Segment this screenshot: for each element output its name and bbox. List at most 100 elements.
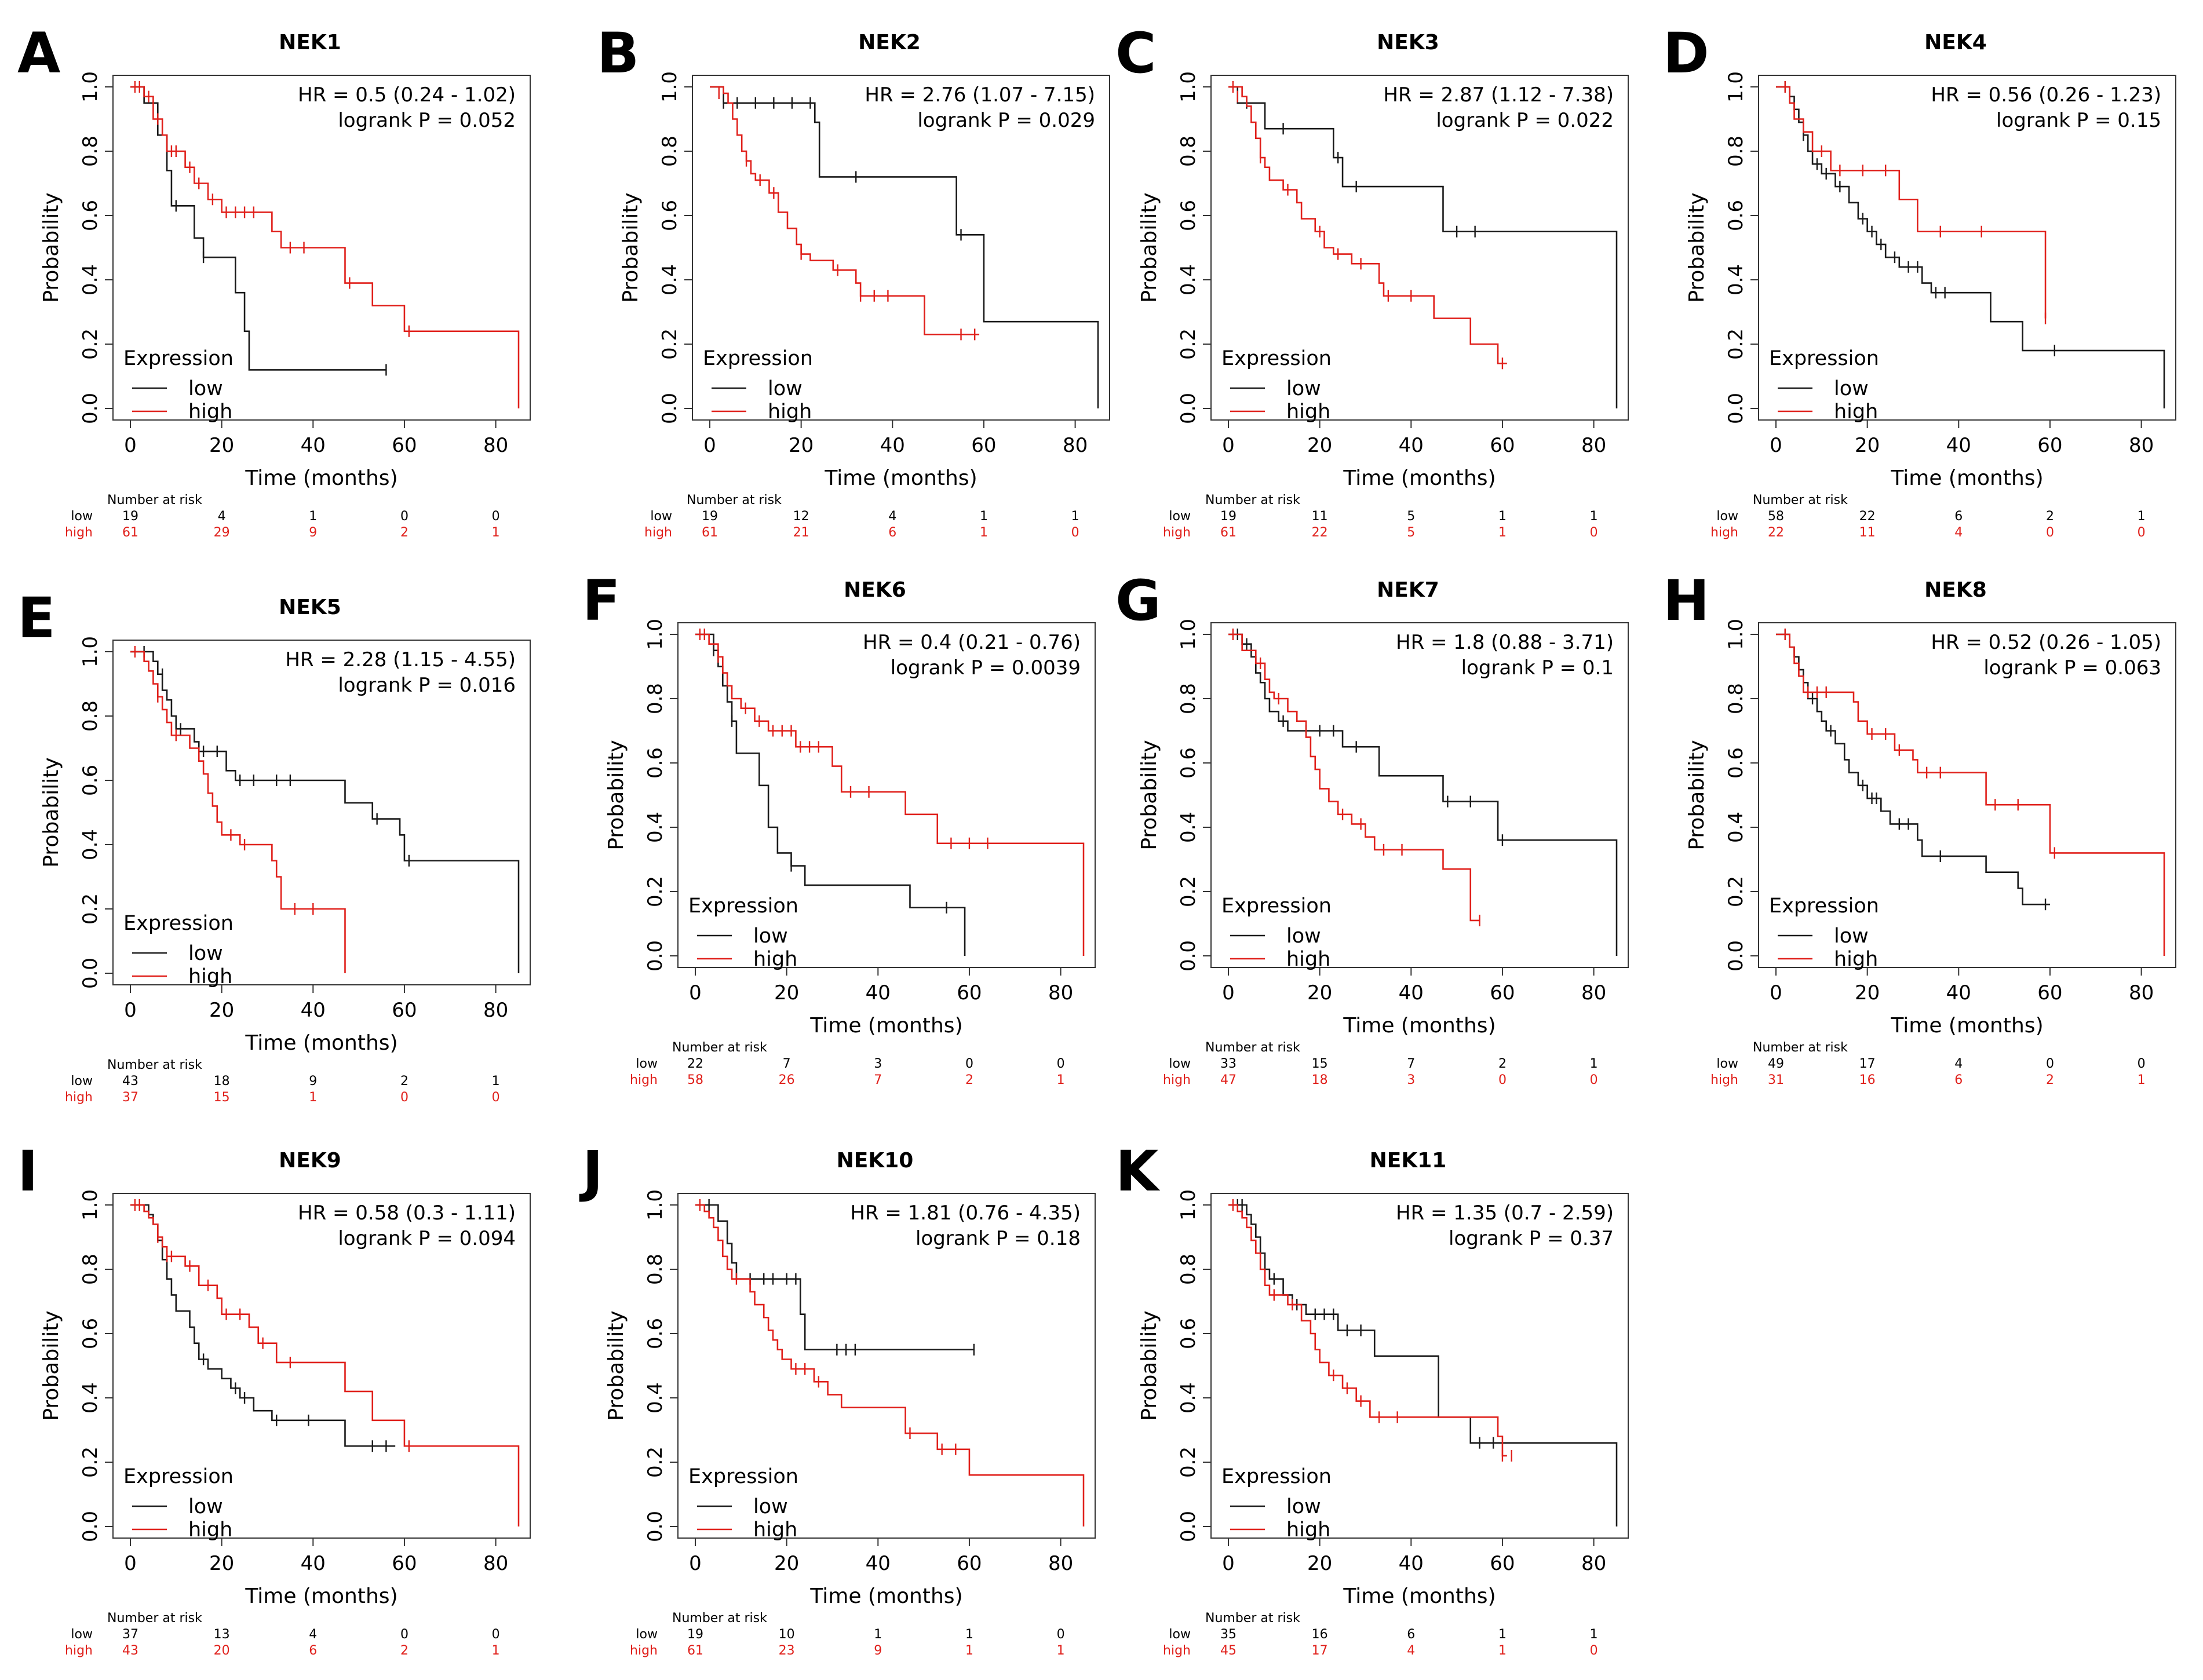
panel-title: NEK9	[279, 1149, 341, 1173]
risk-count-low: 0	[2046, 1057, 2054, 1071]
risk-heading: Number at risk	[1205, 1611, 1300, 1626]
y-tick-label: 0.2	[1177, 328, 1200, 360]
x-tick-label: 0	[1770, 981, 1782, 1005]
panel-letter: F	[582, 568, 621, 633]
km-curve-high	[1776, 86, 2047, 319]
y-tick-label: 0.6	[1177, 747, 1200, 779]
risk-count-high: 9	[874, 1644, 882, 1658]
legend-title: Expression	[1221, 1465, 1332, 1488]
risk-count-high: 0	[1071, 525, 1079, 540]
risk-row-label-low: low	[1716, 509, 1738, 524]
legend-label-low: low	[188, 377, 223, 400]
risk-count-low: 7	[1407, 1057, 1415, 1071]
legend-label-low: low	[188, 942, 223, 965]
panel-letter: B	[597, 21, 639, 86]
risk-count-high: 18	[1312, 1073, 1328, 1087]
x-tick-label: 20	[789, 434, 814, 457]
risk-count-high: 0	[492, 1090, 500, 1105]
panel-letter: K	[1115, 1139, 1161, 1204]
km-curve-high	[1228, 86, 1507, 364]
y-tick-label: 0.2	[644, 876, 667, 907]
x-tick-label: 60	[971, 434, 996, 457]
panel-letter: I	[17, 1139, 38, 1204]
risk-count-high: 4	[1954, 525, 1963, 540]
panel-title: NEK10	[837, 1149, 914, 1173]
risk-count-low: 18	[214, 1074, 230, 1089]
km-curve-low	[1228, 633, 1618, 956]
x-tick-label: 20	[1307, 1552, 1332, 1575]
x-tick-label: 40	[866, 981, 891, 1005]
plot-frame	[112, 75, 531, 421]
x-tick-label: 40	[1399, 434, 1424, 457]
y-tick-label: 0.4	[644, 812, 667, 843]
risk-heading: Number at risk	[687, 493, 782, 507]
risk-count-low: 0	[2138, 1057, 2146, 1071]
y-tick-label: 0.8	[1177, 136, 1200, 167]
risk-count-high: 16	[1859, 1073, 1876, 1087]
risk-count-high: 11	[1859, 525, 1876, 540]
risk-count-high: 29	[214, 525, 230, 540]
risk-count-low: 10	[779, 1627, 795, 1642]
y-tick-label: 0.6	[79, 200, 102, 231]
km-curve-high	[1228, 633, 1480, 922]
risk-count-high: 5	[1407, 525, 1415, 540]
risk-count-low: 0	[400, 1627, 408, 1642]
y-tick-label: 0.4	[1177, 1382, 1200, 1414]
risk-count-low: 5	[1407, 509, 1415, 524]
risk-count-low: 2	[2046, 509, 2054, 524]
km-curve-high	[1776, 633, 2165, 956]
y-tick-label: 1.0	[1177, 71, 1200, 103]
risk-count-low: 13	[214, 1627, 230, 1642]
legend-label-low: low	[1286, 925, 1321, 948]
y-tick-label: 0.8	[1724, 136, 1748, 167]
x-tick-label: 0	[689, 1552, 702, 1575]
y-axis-label: Probability	[604, 1310, 628, 1420]
x-tick-label: 60	[2037, 434, 2062, 457]
legend-title: Expression	[703, 347, 813, 370]
risk-row-label-high: high	[1163, 1644, 1191, 1658]
risk-count-high: 0	[1590, 525, 1598, 540]
panel-title: NEK11	[1370, 1149, 1447, 1173]
hr-annotation: HR = 1.35 (0.7 - 2.59)	[1396, 1201, 1614, 1225]
y-tick-label: 0.4	[1724, 264, 1748, 295]
y-tick-label: 0.6	[1177, 1318, 1200, 1349]
legend-label-low: low	[1834, 925, 1869, 948]
risk-count-high: 23	[779, 1644, 795, 1658]
plot-frame	[1758, 75, 2176, 421]
x-tick-label: 0	[689, 981, 702, 1005]
x-tick-label: 40	[301, 1552, 326, 1575]
risk-count-low: 1	[1498, 1627, 1507, 1642]
x-axis-label: Time (months)	[824, 466, 977, 490]
risk-count-high: 1	[1498, 1644, 1507, 1658]
hr-annotation: HR = 0.5 (0.24 - 1.02)	[298, 83, 516, 107]
plot-frame	[692, 75, 1110, 421]
risk-count-low: 0	[1057, 1057, 1065, 1071]
x-tick-label: 80	[1048, 1552, 1073, 1575]
logrank-annotation: logrank P = 0.052	[338, 109, 516, 132]
x-tick-label: 60	[1490, 1552, 1515, 1575]
risk-count-low: 4	[888, 509, 896, 524]
risk-count-low: 43	[122, 1074, 138, 1089]
hr-annotation: HR = 0.4 (0.21 - 0.76)	[863, 631, 1081, 654]
x-tick-label: 40	[866, 1552, 891, 1575]
logrank-annotation: logrank P = 0.063	[1983, 656, 2161, 680]
x-tick-label: 40	[1946, 434, 1971, 457]
risk-row-label-low: low	[1169, 1627, 1191, 1642]
risk-heading: Number at risk	[107, 1611, 202, 1626]
y-tick-label: 1.0	[79, 71, 102, 103]
x-tick-label: 60	[392, 434, 417, 457]
x-axis-label: Time (months)	[1343, 466, 1496, 490]
risk-heading: Number at risk	[1205, 1040, 1300, 1055]
panel-letter: D	[1663, 21, 1709, 86]
y-tick-label: 1.0	[1177, 619, 1200, 650]
km-curve-low	[1776, 86, 2165, 408]
x-axis-label: Time (months)	[245, 466, 397, 490]
risk-count-low: 17	[1859, 1057, 1876, 1071]
y-tick-label: 1.0	[1177, 1189, 1200, 1221]
x-tick-label: 40	[1946, 981, 1971, 1005]
legend-label-high: high	[188, 965, 232, 988]
